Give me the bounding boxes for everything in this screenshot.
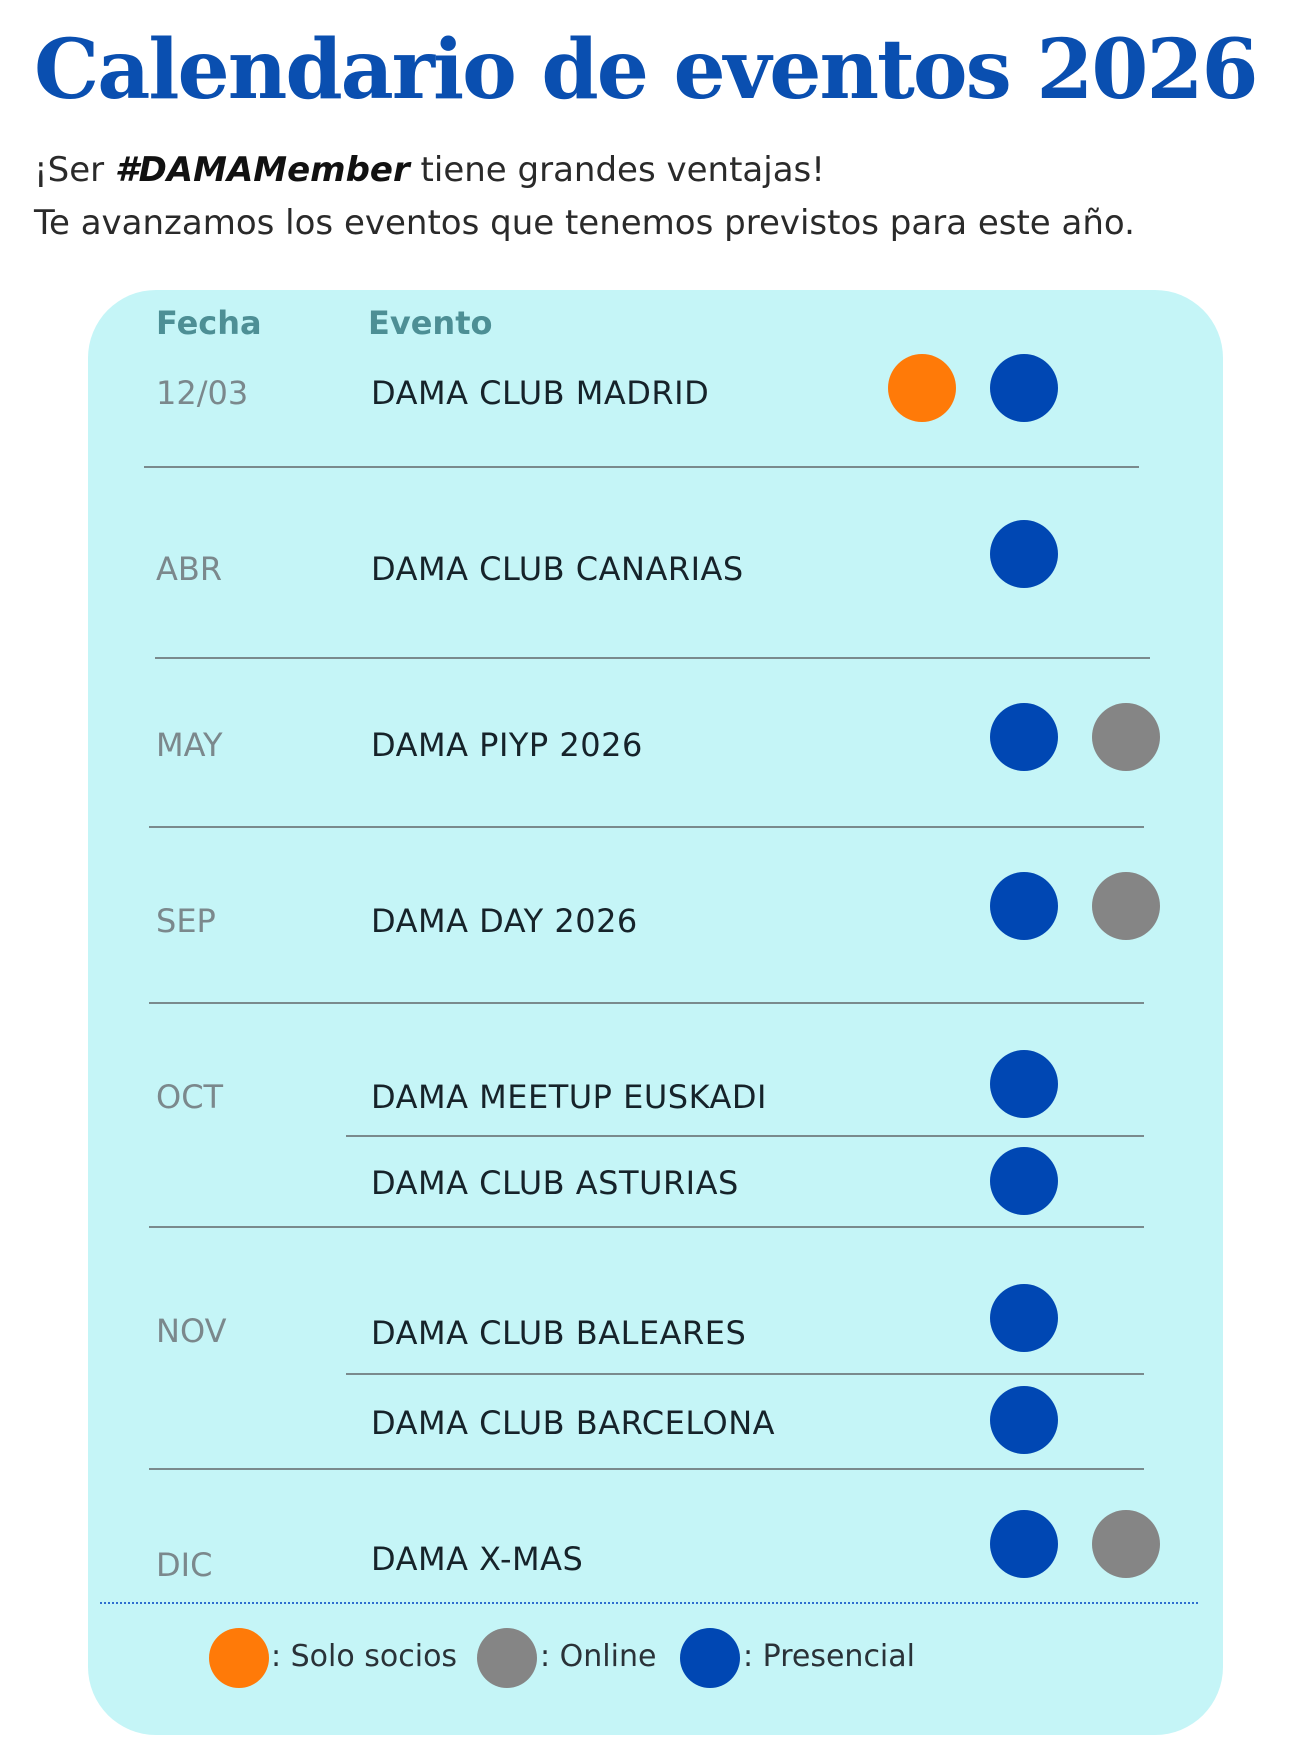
presencial-dot: [990, 520, 1058, 588]
presencial-dot: [990, 872, 1058, 940]
row-divider: [149, 826, 1144, 828]
event-date: MAY: [156, 726, 223, 764]
event-name: DAMA DAY 2026: [371, 902, 638, 940]
presencial-dot: [990, 354, 1058, 422]
event-name: DAMA CLUB BARCELONA: [371, 1404, 776, 1442]
event-name: DAMA CLUB ASTURIAS: [371, 1164, 739, 1202]
event-date: NOV: [156, 1312, 227, 1350]
legend-online-label: : Online: [540, 1639, 657, 1674]
header-date: Fecha: [156, 304, 262, 342]
sub-row-divider: [346, 1135, 1144, 1137]
event-date: DIC: [156, 1546, 213, 1584]
presencial-dot: [990, 703, 1058, 771]
event-date: 12/03: [156, 374, 249, 412]
event-name: DAMA MEETUP EUSKADI: [371, 1078, 767, 1116]
header-event: Evento: [368, 304, 493, 342]
page-title: Calendario de eventos 2026: [34, 22, 1259, 118]
event-date: OCT: [156, 1078, 224, 1116]
row-divider: [149, 1468, 1144, 1470]
presencial-dot: [990, 1284, 1058, 1352]
event-name: DAMA X-MAS: [371, 1540, 584, 1578]
event-name: DAMA CLUB BALEARES: [371, 1314, 747, 1352]
event-date: ABR: [156, 550, 223, 588]
row-divider: [144, 466, 1139, 468]
online-dot: [1092, 703, 1160, 771]
event-name: DAMA PIYP 2026: [371, 726, 643, 764]
legend-separator: [100, 1602, 1198, 1604]
intro-line-2: Te avanzamos los eventos que tenemos pre…: [34, 203, 1135, 243]
online-dot: [1092, 872, 1160, 940]
intro-line-1: ¡Ser #DAMAMember tiene grandes ventajas!: [34, 150, 825, 190]
presencial-dot: [990, 1386, 1058, 1454]
event-name: DAMA CLUB MADRID: [371, 374, 710, 412]
event-date: SEP: [156, 902, 216, 940]
solo-socios-dot: [888, 354, 956, 422]
event-name: DAMA CLUB CANARIAS: [371, 550, 744, 588]
online-dot: [1092, 1510, 1160, 1578]
events-card: Fecha Evento 12/03 DAMA CLUB MADRID ABR …: [88, 290, 1223, 1735]
legend-solo-socios-dot: [209, 1628, 269, 1688]
presencial-dot: [990, 1050, 1058, 1118]
row-divider: [149, 1002, 1144, 1004]
presencial-dot: [990, 1510, 1058, 1578]
intro-prefix: ¡Ser: [34, 150, 115, 190]
presencial-dot: [990, 1147, 1058, 1215]
hashtag: #DAMAMember: [114, 150, 410, 190]
row-divider: [149, 1226, 1144, 1228]
legend-solo-socios-label: : Solo socios: [271, 1639, 458, 1674]
intro-suffix: tiene grandes ventajas!: [409, 150, 825, 190]
legend-online-dot: [477, 1628, 537, 1688]
sub-row-divider: [346, 1373, 1144, 1375]
row-divider: [155, 657, 1150, 659]
legend-presencial-dot: [680, 1628, 740, 1688]
legend-presencial-label: : Presencial: [743, 1639, 915, 1674]
